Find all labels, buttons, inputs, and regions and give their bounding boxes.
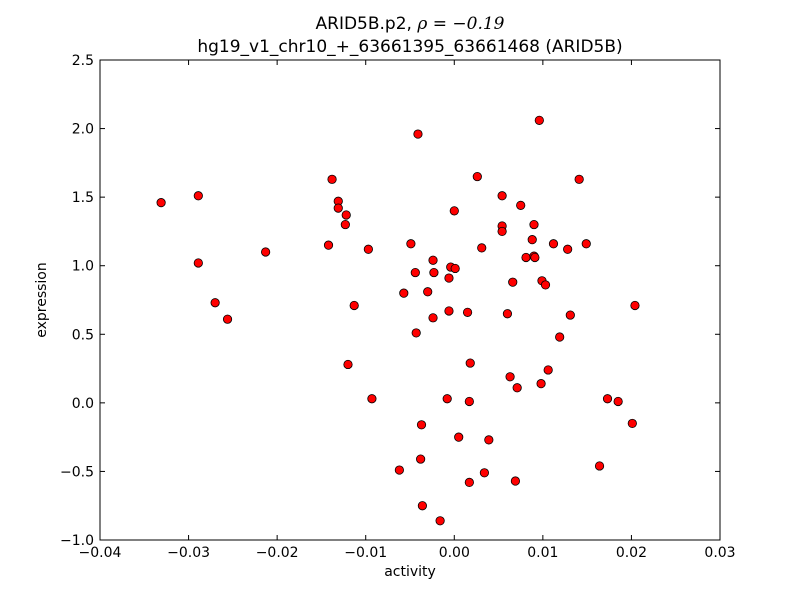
x-tick-label: 0.00	[439, 545, 470, 561]
data-point	[627, 418, 637, 429]
data-point	[465, 358, 475, 368]
data-point	[444, 306, 454, 316]
data-point	[630, 300, 640, 311]
data-point	[341, 210, 351, 220]
data-point	[472, 171, 482, 182]
x-tick-label: 0.03	[704, 545, 735, 561]
data-point	[508, 277, 518, 287]
data-point	[428, 255, 438, 265]
data-point	[548, 239, 559, 249]
data-point	[543, 365, 553, 375]
data-point	[343, 359, 353, 370]
data-point	[462, 307, 473, 317]
plot-area-frame	[99, 59, 721, 541]
x-tick-label: −0.01	[344, 545, 387, 561]
data-point	[484, 435, 494, 445]
data-point	[464, 477, 474, 487]
y-tick-label: −1.0	[60, 533, 94, 549]
x-tick-label: −0.03	[167, 545, 210, 561]
data-point	[534, 115, 544, 125]
data-point	[349, 300, 359, 311]
data-point	[429, 267, 439, 278]
data-point	[444, 273, 454, 283]
data-point	[406, 239, 416, 249]
data-point	[536, 379, 546, 389]
data-point	[502, 309, 513, 319]
data-point	[574, 174, 584, 184]
data-point	[261, 247, 271, 257]
y-axis-label: expression	[34, 262, 50, 338]
x-tick-label: −0.04	[79, 545, 122, 561]
data-point	[327, 174, 337, 184]
data-point	[399, 288, 409, 298]
data-point	[156, 198, 166, 208]
data-point	[394, 465, 404, 475]
y-tick-label: 0.5	[72, 327, 94, 343]
data-point	[527, 235, 537, 245]
chart-title-line2: hg19_v1_chr10_+_63661395_63661468 (ARID5…	[197, 37, 622, 57]
chart-title-line1: ARID5B.p2, ρ = −0.19	[316, 14, 505, 34]
data-point	[594, 461, 605, 471]
data-point	[428, 313, 438, 323]
data-points	[156, 115, 640, 526]
data-point	[417, 501, 427, 511]
data-point	[442, 394, 452, 404]
data-point	[521, 252, 531, 263]
data-point	[464, 396, 474, 407]
data-point	[602, 394, 613, 404]
data-point	[193, 191, 203, 201]
data-point	[530, 252, 540, 263]
data-point	[454, 432, 464, 442]
data-point	[193, 258, 203, 268]
data-point	[323, 240, 334, 250]
x-axis-label: activity	[384, 564, 436, 580]
y-tick-label: 0.0	[72, 396, 94, 412]
data-point	[449, 206, 459, 216]
chart-title-prefix: ARID5B.p2,	[316, 14, 418, 34]
data-point	[510, 476, 521, 486]
y-tick-label: −0.5	[60, 464, 94, 480]
data-point	[529, 219, 539, 230]
data-point	[410, 267, 420, 278]
data-point	[333, 203, 343, 213]
data-point	[450, 263, 460, 274]
y-tick-label: 1.5	[72, 190, 94, 206]
y-tick-label: 2.5	[72, 53, 94, 69]
data-point	[435, 516, 445, 526]
data-point	[210, 298, 220, 308]
y-tick-label: 1.0	[72, 259, 94, 275]
data-point	[563, 244, 573, 254]
data-point	[222, 314, 233, 324]
y-tick-label: 2.0	[72, 122, 94, 138]
x-tick-label: 0.02	[616, 545, 647, 561]
data-point	[505, 372, 515, 382]
data-point	[416, 454, 426, 464]
data-point	[581, 239, 591, 249]
data-point	[512, 383, 522, 393]
data-point	[497, 191, 507, 201]
data-point	[565, 310, 575, 320]
x-tick-label: −0.02	[256, 545, 299, 561]
data-point	[413, 129, 423, 139]
data-point	[479, 468, 489, 478]
data-point	[411, 328, 421, 338]
data-point	[416, 420, 427, 430]
data-point	[363, 244, 373, 254]
data-point	[367, 394, 377, 404]
data-point	[497, 226, 507, 237]
x-tick-label: 0.01	[527, 545, 558, 561]
data-point	[340, 219, 350, 230]
chart-title-rho: ρ = −0.19	[416, 14, 504, 34]
data-point	[613, 396, 623, 407]
data-point	[423, 287, 433, 297]
data-point	[555, 332, 565, 342]
axis-ticks: −0.04 −0.03 −0.02 −0.01 0.00 0.01 0.02 0.03 −1.0…	[60, 53, 736, 561]
data-point	[540, 280, 551, 290]
data-point	[516, 200, 526, 210]
data-point	[477, 243, 487, 253]
